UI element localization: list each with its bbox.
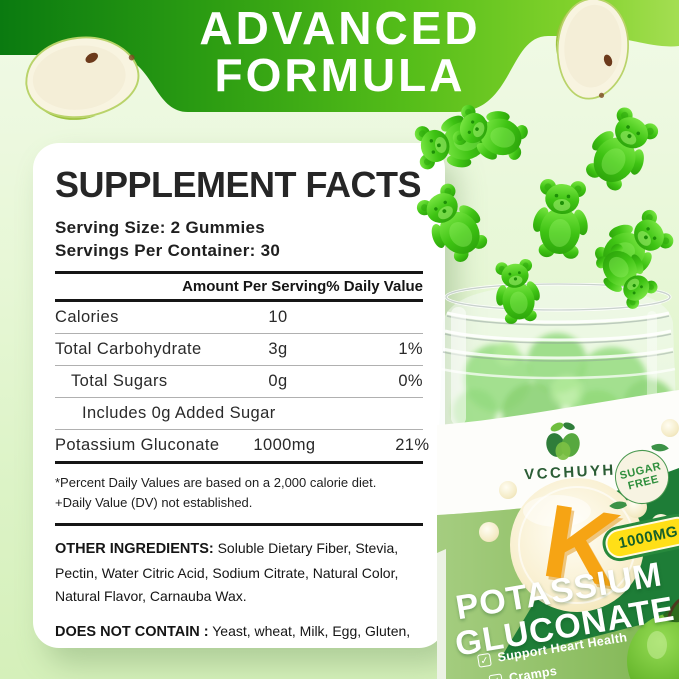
gummy-bear-icon [488,236,665,326]
supplement-bottle: VCCHUYH SUGAR FREE K 1000MG POTASSIUM GL… [437,283,679,679]
does-not-contain: DOES NOT CONTAIN : Yeast, wheat, Milk, E… [55,620,423,649]
table-row-carbohydrate: Total Carbohydrate 3g 1% [55,334,423,366]
other-ingredients-text: Soluble Dietary Fiber, Stevia, Pectin, W… [55,540,399,604]
divider-thick [55,461,423,464]
serving-size: Serving Size: 2 Gummies [55,218,266,237]
facts-table-header: Amount Per Serving % Daily Value [55,274,423,299]
green-apple [627,598,679,679]
footnote-dv-not-established: +Daily Value (DV) not established. [55,495,253,510]
col-amount-per-serving: Amount Per Serving [182,278,327,295]
col-daily-value: % Daily Value [326,278,423,295]
table-row-calories: Calories 10 [55,302,423,334]
banner-line1: ADVANCED [199,2,481,54]
supplement-facts-panel: SUPPLEMENT FACTS Serving Size: 2 Gummies… [33,143,445,648]
glass-jar [439,283,677,433]
panel-title: SUPPLEMENT FACTS [55,164,422,205]
table-row-potassium-gluconate: Potassium Gluconate 1000mg 21% [55,436,430,454]
other-ingredients: OTHER INGREDIENTS: Soluble Dietary Fiber… [55,537,423,609]
table-row-total-sugars: Total Sugars 0g 0% [55,366,423,398]
divider-thick [55,271,423,274]
other-ingredients-label: OTHER INGREDIENTS: [55,541,214,557]
banner-headline: ADVANCED FORMULA [140,5,540,99]
table-row-added-sugar: Includes 0g Added Sugar 0% [55,398,423,430]
divider-thick [55,299,423,302]
footnotes: *Percent Daily Values are based on a 2,0… [55,473,423,513]
servings-per-container: Servings Per Container: 30 [55,241,281,260]
banner-line2: FORMULA [214,49,466,101]
footnote-daily-values: *Percent Daily Values are based on a 2,0… [55,475,377,490]
does-not-contain-text: Yeast, wheat, Milk, Egg, Gluten, Soy, Ge… [55,622,411,649]
brand-logo-icon [546,422,580,460]
divider-thick [55,523,423,526]
does-not-contain-label: DOES NOT CONTAIN : [55,623,209,640]
banner-ribbon [0,0,679,112]
